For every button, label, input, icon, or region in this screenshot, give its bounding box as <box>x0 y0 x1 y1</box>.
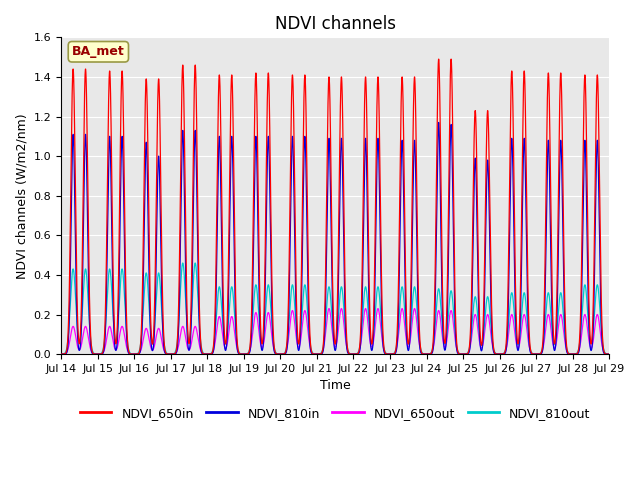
Title: NDVI channels: NDVI channels <box>275 15 396 33</box>
X-axis label: Time: Time <box>320 379 351 392</box>
Y-axis label: NDVI channels (W/m2/nm): NDVI channels (W/m2/nm) <box>15 113 28 278</box>
Legend: NDVI_650in, NDVI_810in, NDVI_650out, NDVI_810out: NDVI_650in, NDVI_810in, NDVI_650out, NDV… <box>76 402 595 424</box>
Text: BA_met: BA_met <box>72 45 125 58</box>
